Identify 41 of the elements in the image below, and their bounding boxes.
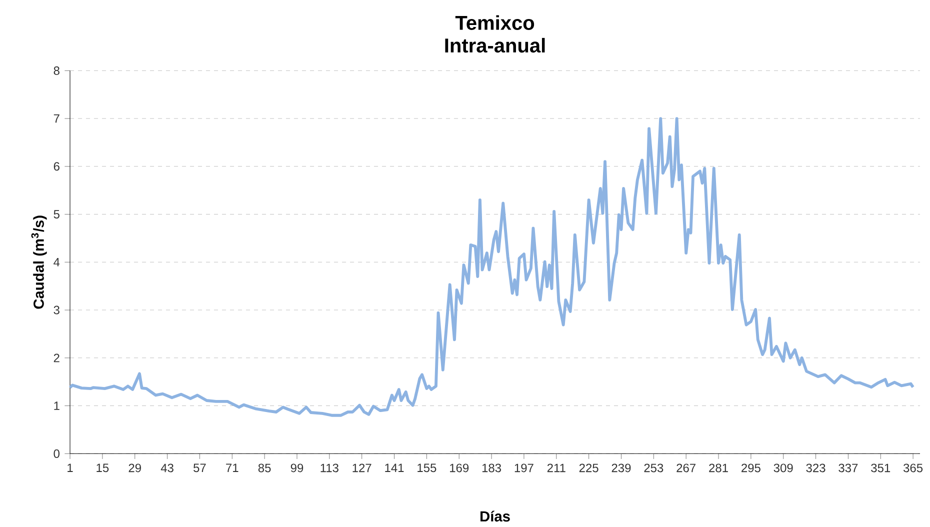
x-tick-label: 365 [904,464,923,472]
x-tick-label: 183 [482,464,502,472]
x-tick-label: 99 [290,464,304,472]
x-tick-label: 211 [547,464,566,472]
chart-title: Temixco [455,15,534,30]
x-tick-label: 85 [258,464,271,472]
y-tick-label: 5 [54,210,60,218]
y-tick-label: 6 [54,162,60,171]
y-tick-label: 1 [54,402,60,410]
y-tick-label: 8 [54,66,60,75]
y-tick-label: 2 [54,354,60,362]
x-tick-label: 309 [774,464,793,472]
x-tick-label: 281 [709,464,728,472]
y-tick-label: 7 [54,114,60,123]
x-tick-label: 267 [676,464,696,472]
x-tick-label: 43 [160,464,174,472]
x-tick-label: 57 [194,464,206,472]
x-tick-label: 155 [418,464,436,472]
x-tick-label: 239 [612,464,631,472]
x-tick-label: 71 [226,464,238,472]
x-axis-title: Días [480,510,510,522]
x-tick-label: 141 [385,464,404,472]
x-tick-label: 197 [514,464,534,472]
x-tick-label: 337 [838,464,858,472]
x-tick-label: 169 [450,464,469,472]
chart-subtitle: Intra-anual [445,38,545,53]
y-tick-label: 0 [54,449,60,458]
x-tick-label: 113 [320,464,338,472]
x-tick-label: 127 [352,464,372,472]
y-tick-label: 4 [54,258,60,266]
x-tick-label: 323 [806,464,826,472]
x-tick-label: 295 [742,464,760,472]
line-series [68,117,915,417]
y-tick-label: 3 [54,306,60,314]
x-tick-label: 15 [96,464,109,472]
y-axis-title: Caudal (m$^{3}$/s) [31,216,47,309]
x-tick-label: 351 [871,464,890,472]
x-tick-label: 29 [128,464,141,472]
x-tick-label: 225 [579,464,598,472]
x-tick-label: 1 [68,464,73,472]
x-tick-label: 253 [644,464,664,472]
